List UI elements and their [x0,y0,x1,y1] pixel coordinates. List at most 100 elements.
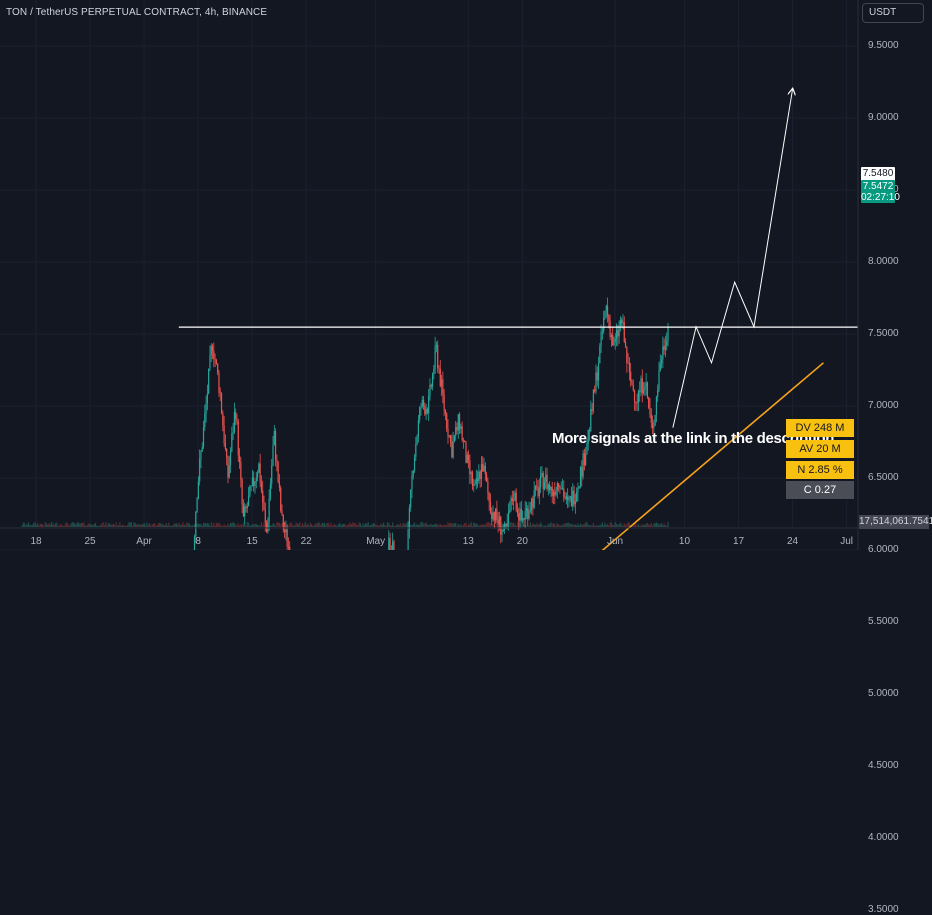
volume-bar [294,525,296,527]
candle-body [500,516,502,535]
volume-bar [644,524,646,527]
volume-bar [529,522,531,527]
candle-body [583,453,585,465]
volume-bar [54,523,57,527]
candle-body [258,463,260,473]
volume-bar [558,524,560,527]
volume-bar [586,522,588,527]
candle-body [227,456,229,478]
volume-bar [550,522,552,527]
volume-bar [596,525,598,527]
candle-body [605,305,607,311]
volume-bar [356,524,358,527]
candle-body [259,463,261,483]
price-tick-label: 7.0000 [868,400,899,411]
volume-bar [448,523,450,527]
volume-bar [437,524,439,527]
candle-body [654,414,656,426]
volume-bar [379,525,381,527]
candle-body [556,483,558,491]
stat-n-badge: N 2.85 % [786,461,854,479]
volume-bar [646,522,649,527]
volume-bar [105,522,107,527]
candle-body [442,379,444,395]
candle-body [260,482,263,491]
volume-bar [608,525,610,527]
candle-body [235,412,237,420]
volume-bar [383,522,385,527]
volume-bar [659,524,661,527]
volume-bar [349,522,351,527]
candle-body [615,330,618,339]
volume-bar [617,525,619,527]
volume-bar [62,525,64,527]
candle-body [208,368,210,394]
volume-bar [488,522,490,527]
candle-body [574,501,576,505]
volume-bar [462,524,465,527]
candle-body [210,345,212,356]
volume-bar [470,522,472,527]
candle-body [585,454,587,465]
candle-body [633,389,636,402]
time-tick-label: Jun [606,536,624,547]
volume-bar [411,524,413,527]
volume-bar [244,524,246,527]
volume-bar [334,523,336,527]
candle-body [412,470,414,476]
candle-body [434,346,436,369]
volume-bar [70,523,72,527]
candle-body [492,512,494,520]
volume-bar [542,525,544,527]
price-tick-label: 8.0000 [868,256,899,267]
volume-bar [273,523,275,527]
volume-bar [318,522,320,527]
candle-body [482,464,484,472]
candle-body [231,433,233,452]
projection-arrow[interactable] [672,89,793,428]
volume-bar [97,525,99,527]
candle-body [202,427,205,448]
support-trendline[interactable] [360,362,824,550]
candle-body [606,305,609,316]
candle-body [440,379,443,387]
volume-bar [662,525,664,527]
candle-body [205,403,207,414]
volume-bar [332,524,335,527]
volume-bar [368,525,371,527]
candle-body [601,331,603,333]
time-tick-label: May [366,536,386,547]
volume-bar [610,522,612,527]
volume-bar [604,522,606,527]
candle-body [640,378,642,393]
volume-bar [433,524,435,527]
volume-bar [317,522,319,527]
volume-bar [121,524,124,527]
last-price-tag: 7.5472 02:27:10 [861,180,900,203]
candle-body [429,384,431,396]
candle-body [448,435,450,437]
candle-body [485,474,488,481]
volume-bar [80,522,82,527]
volume-bar [482,524,484,527]
volume-bar [192,525,194,527]
volume-bar [393,525,395,527]
candle-body [474,483,476,485]
chart-area[interactable] [0,0,932,550]
candle-body [462,440,465,441]
volume-bar [574,524,576,527]
candle-body [195,511,197,537]
currency-button[interactable]: USDT [862,3,924,23]
volume-bar [93,523,95,527]
volume-bar [543,525,546,527]
candle-body [465,442,467,463]
volume-bar [460,523,462,527]
volume-bar [250,524,252,527]
volume-bar [164,525,166,527]
volume-bar [184,525,187,527]
candle-body [217,363,219,374]
time-tick-label: 24 [786,536,799,547]
time-tick-label: 18 [30,536,42,547]
volume-bar [199,523,201,527]
volume-bar [605,524,607,527]
